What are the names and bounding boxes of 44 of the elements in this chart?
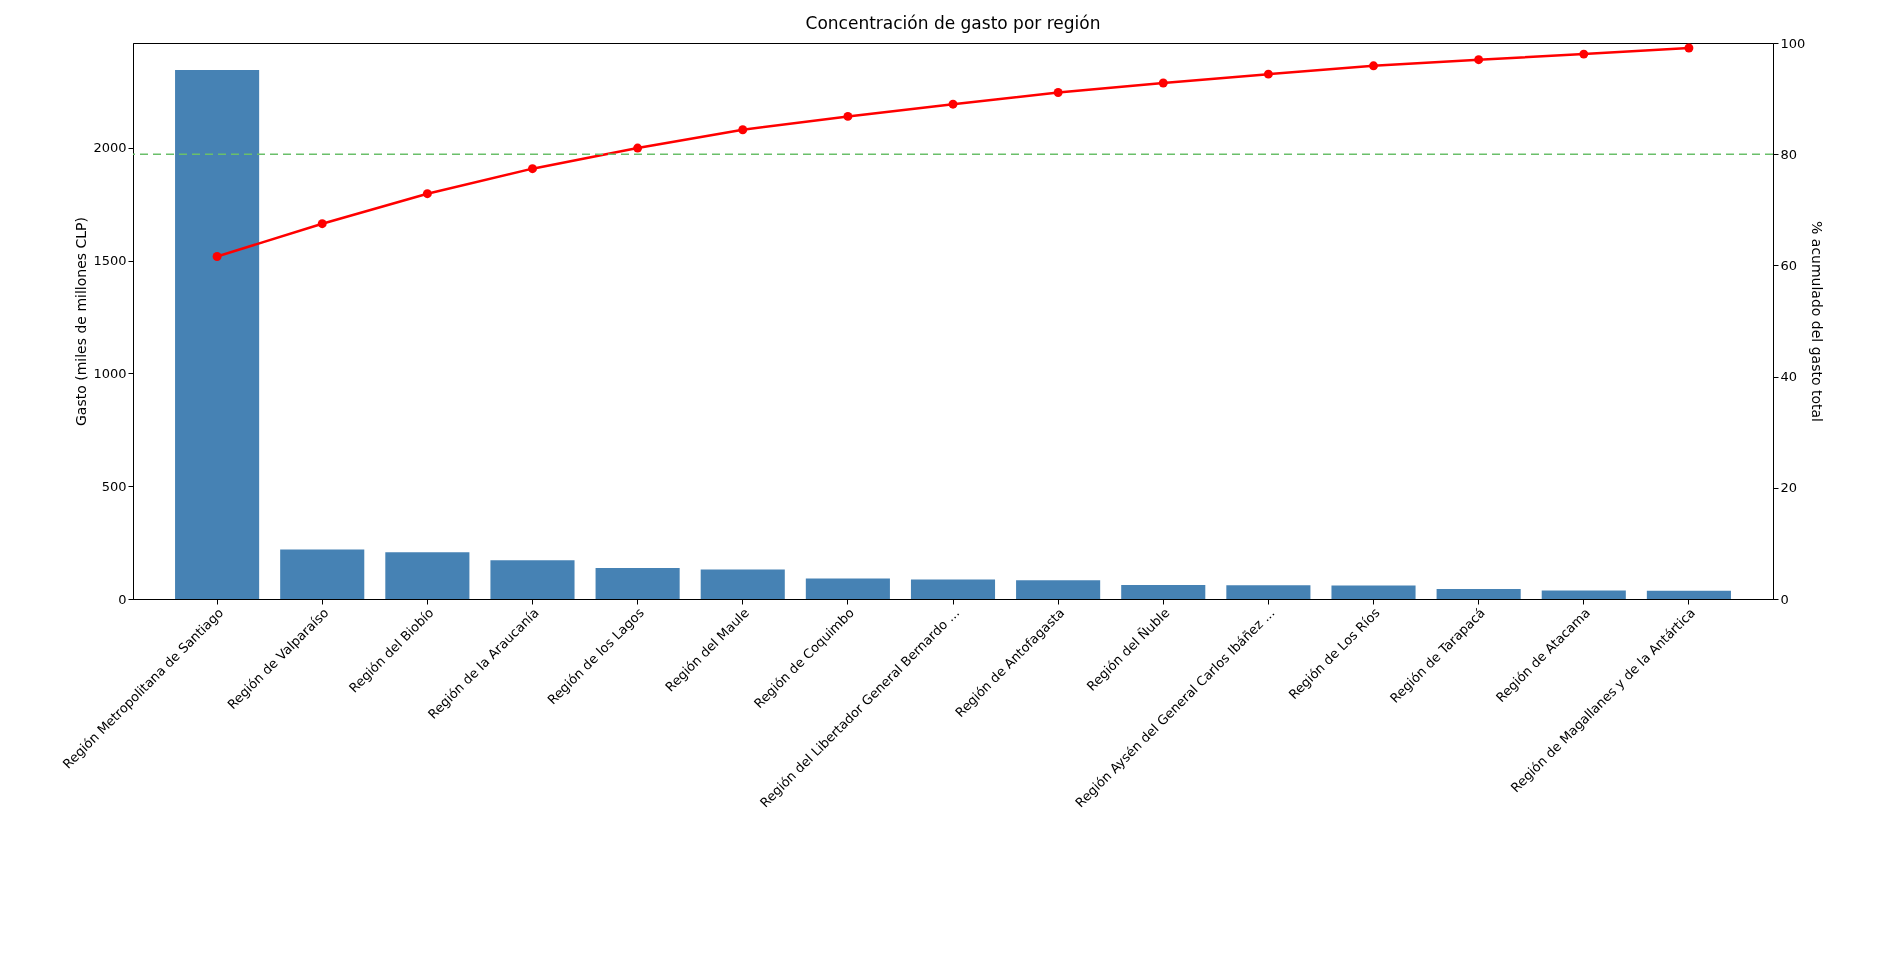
y2-tick-label: 60: [1780, 257, 1798, 273]
point: [1369, 61, 1378, 71]
y2-tick-label: 100: [1780, 35, 1806, 51]
bar: [1541, 590, 1626, 599]
bar: [595, 568, 680, 599]
bar: [910, 579, 996, 599]
y2-tick-label: 80: [1780, 146, 1798, 162]
point: [843, 111, 853, 121]
y-tick-label: 0: [118, 591, 127, 607]
y2-tick-label: 20: [1780, 480, 1798, 496]
y2-tick-label: 40: [1780, 369, 1798, 385]
bar: [280, 549, 365, 599]
point: [633, 143, 643, 153]
y-tick-label: 1000: [93, 365, 127, 381]
bar: [1646, 590, 1731, 599]
y2-tick-label: 0: [1780, 591, 1789, 607]
point: [1579, 49, 1589, 59]
point: [1053, 88, 1063, 97]
bar: [1121, 585, 1206, 599]
point: [212, 252, 222, 261]
point: [317, 219, 327, 229]
y-axis-title: Gasto (miles de millones CLP): [73, 217, 90, 426]
point: [1263, 69, 1273, 79]
bar: [1331, 585, 1416, 599]
point: [738, 125, 748, 135]
point: [422, 189, 432, 199]
bar: [490, 560, 575, 599]
point: [948, 99, 958, 109]
bar: [175, 70, 260, 599]
bar: [805, 578, 890, 599]
bar: [385, 552, 470, 599]
y-tick-label: 500: [101, 478, 127, 494]
chart-title: Concentración de gasto por región: [805, 13, 1101, 33]
point: [528, 164, 537, 174]
bar: [1226, 585, 1311, 599]
y2-axis-title: % acumulado del gasto total: [1809, 221, 1826, 422]
point: [1684, 43, 1694, 53]
point: [1158, 78, 1168, 88]
y-tick-label: 1500: [93, 253, 127, 269]
y-tick-label: 2000: [93, 140, 127, 156]
bar: [700, 569, 785, 599]
point: [1474, 55, 1484, 65]
bar: [1016, 580, 1101, 599]
bar: [1436, 589, 1521, 599]
